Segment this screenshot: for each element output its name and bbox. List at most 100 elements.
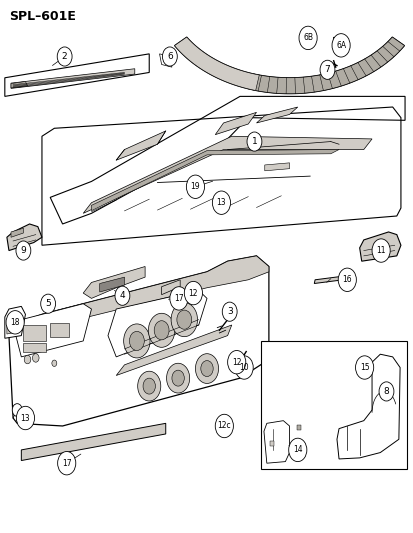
Circle shape — [148, 313, 174, 348]
Circle shape — [52, 360, 57, 367]
Polygon shape — [313, 276, 343, 284]
Circle shape — [288, 438, 306, 462]
Circle shape — [12, 403, 22, 416]
Circle shape — [169, 287, 188, 310]
Circle shape — [57, 47, 72, 66]
Polygon shape — [269, 441, 273, 446]
Text: 2: 2 — [62, 52, 67, 61]
Circle shape — [371, 239, 389, 262]
Polygon shape — [23, 343, 46, 352]
Circle shape — [355, 356, 373, 379]
Text: 16: 16 — [342, 275, 351, 284]
Polygon shape — [5, 54, 149, 96]
Circle shape — [123, 324, 150, 358]
Text: 6: 6 — [166, 52, 172, 61]
Polygon shape — [296, 425, 300, 430]
Text: 18: 18 — [10, 318, 20, 327]
Circle shape — [247, 132, 261, 151]
Polygon shape — [7, 322, 18, 334]
Text: 17: 17 — [174, 294, 183, 303]
Polygon shape — [359, 232, 400, 261]
Polygon shape — [108, 290, 206, 357]
Circle shape — [212, 191, 230, 214]
Text: 5: 5 — [45, 299, 51, 308]
Polygon shape — [215, 112, 256, 135]
Circle shape — [200, 361, 213, 376]
Circle shape — [143, 378, 155, 394]
Polygon shape — [264, 163, 289, 171]
Polygon shape — [100, 277, 124, 292]
Text: 9: 9 — [21, 246, 26, 255]
Circle shape — [162, 47, 177, 66]
Circle shape — [16, 241, 31, 260]
Text: 6A: 6A — [335, 41, 345, 50]
Polygon shape — [11, 69, 135, 88]
Circle shape — [184, 281, 202, 305]
Circle shape — [186, 175, 204, 198]
FancyBboxPatch shape — [260, 341, 406, 469]
Polygon shape — [21, 423, 165, 461]
Circle shape — [129, 332, 144, 351]
Polygon shape — [11, 82, 27, 88]
Circle shape — [176, 310, 191, 329]
Circle shape — [298, 26, 316, 50]
Circle shape — [166, 364, 189, 393]
Polygon shape — [91, 150, 338, 211]
Text: 4: 4 — [119, 291, 125, 300]
Text: 15: 15 — [359, 363, 368, 372]
Polygon shape — [159, 54, 171, 67]
Circle shape — [235, 356, 253, 379]
Polygon shape — [256, 107, 297, 123]
Polygon shape — [336, 354, 399, 459]
Circle shape — [171, 370, 184, 386]
Circle shape — [115, 286, 130, 305]
Circle shape — [319, 60, 334, 79]
Circle shape — [378, 382, 393, 401]
Circle shape — [32, 354, 39, 362]
Polygon shape — [5, 306, 25, 338]
Text: SPL–601E: SPL–601E — [9, 10, 76, 23]
Text: 6B: 6B — [302, 34, 312, 43]
Text: 12c: 12c — [217, 422, 230, 431]
Circle shape — [337, 268, 356, 292]
Circle shape — [40, 294, 55, 313]
Polygon shape — [11, 228, 23, 237]
Circle shape — [138, 371, 160, 401]
Circle shape — [24, 356, 31, 364]
Polygon shape — [263, 421, 289, 463]
Polygon shape — [83, 266, 145, 298]
Circle shape — [215, 414, 233, 438]
Circle shape — [331, 34, 349, 57]
Text: 19: 19 — [190, 182, 200, 191]
Circle shape — [6, 311, 24, 334]
Polygon shape — [116, 131, 165, 160]
Text: 13: 13 — [21, 414, 30, 423]
Polygon shape — [50, 96, 404, 224]
Polygon shape — [13, 304, 91, 357]
Polygon shape — [7, 224, 42, 251]
Circle shape — [154, 321, 169, 340]
Text: 8: 8 — [383, 387, 388, 396]
Polygon shape — [247, 37, 404, 94]
Text: 17: 17 — [62, 459, 71, 467]
Polygon shape — [50, 324, 69, 337]
Text: 14: 14 — [292, 446, 302, 455]
Text: 7: 7 — [324, 66, 330, 74]
Text: 10: 10 — [239, 363, 248, 372]
Text: 1: 1 — [251, 137, 257, 146]
Polygon shape — [161, 280, 180, 295]
Circle shape — [171, 303, 197, 337]
Circle shape — [222, 302, 237, 321]
Circle shape — [17, 406, 34, 430]
Text: 12: 12 — [188, 288, 198, 297]
Circle shape — [195, 354, 218, 383]
Text: 11: 11 — [375, 246, 385, 255]
Circle shape — [57, 451, 76, 475]
Polygon shape — [174, 37, 259, 91]
Circle shape — [227, 351, 245, 374]
Text: 13: 13 — [216, 198, 226, 207]
Text: 12: 12 — [231, 358, 241, 367]
Polygon shape — [9, 256, 268, 426]
Polygon shape — [174, 37, 404, 94]
Text: 3: 3 — [226, 307, 232, 316]
